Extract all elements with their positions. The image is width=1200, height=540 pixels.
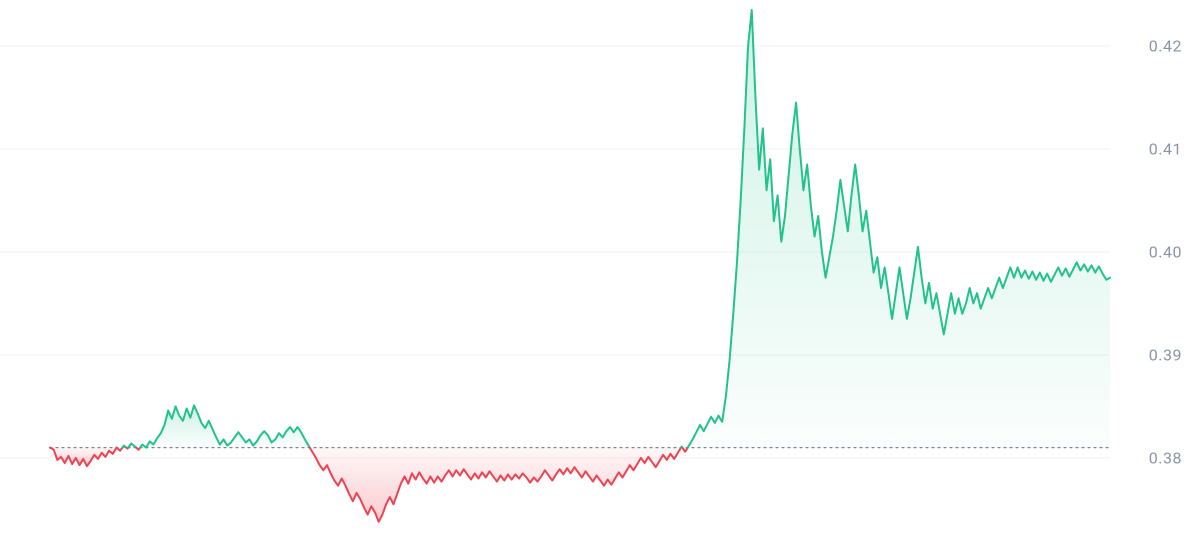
chart-svg bbox=[0, 0, 1200, 540]
y-tick-label: 0.40 bbox=[1149, 242, 1182, 261]
y-tick-label: 0.42 bbox=[1149, 37, 1182, 56]
y-tick-label: 0.39 bbox=[1149, 345, 1182, 364]
y-tick-label: 0.41 bbox=[1149, 140, 1182, 159]
y-tick-label: 0.38 bbox=[1149, 448, 1182, 467]
price-chart: 0.38 0.39 0.40 0.41 0.42 bbox=[0, 0, 1200, 540]
